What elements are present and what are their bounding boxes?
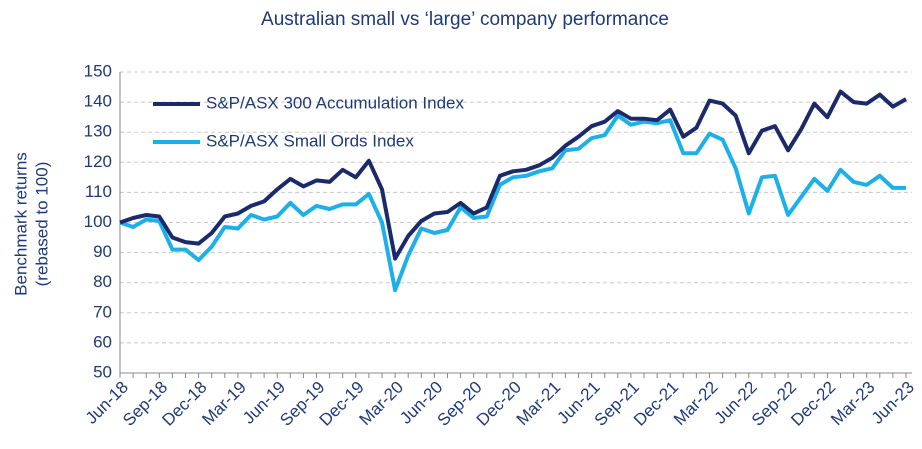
chart-title: Australian small vs ‘large’ company perf… xyxy=(261,9,669,30)
y-tick-label: 90 xyxy=(93,242,112,261)
y-tick-label: 120 xyxy=(84,152,112,171)
y-tick-label: 70 xyxy=(93,302,112,321)
y-tick-label: 110 xyxy=(85,182,112,201)
y-tick-label: 150 xyxy=(84,61,112,80)
legend-label: S&P/ASX Small Ords Index xyxy=(206,131,414,150)
y-tick-label: 60 xyxy=(93,332,112,351)
x-tick-label: Dec-18 xyxy=(158,378,210,430)
x-tick-label: Dec-22 xyxy=(787,378,839,430)
x-tick-label: Dec-19 xyxy=(316,378,368,430)
y-axis-label: Benchmark returns xyxy=(11,152,30,296)
y-tick-label: 140 xyxy=(84,92,112,111)
x-tick-label: Mar-22 xyxy=(670,378,722,430)
series-line xyxy=(119,89,907,261)
y-axis-label: (rebased to 100) xyxy=(32,162,51,287)
x-tick-label: Dec-21 xyxy=(630,378,682,430)
y-tick-label: 130 xyxy=(84,122,112,141)
x-tick-label: Mar-23 xyxy=(827,378,879,430)
x-tick-label: Mar-21 xyxy=(513,378,565,430)
x-tick-label: Mar-19 xyxy=(198,378,250,430)
x-tick-label: Dec-20 xyxy=(473,378,525,430)
x-tick-label: Mar-20 xyxy=(356,378,408,430)
x-tick-label: Jun-23 xyxy=(868,378,918,428)
y-tick-label: 80 xyxy=(93,272,112,291)
y-tick-label: 100 xyxy=(84,212,112,231)
legend-label: S&P/ASX 300 Accumulation Index xyxy=(206,93,464,112)
series-line xyxy=(119,113,906,293)
y-tick-label: 50 xyxy=(93,362,112,381)
